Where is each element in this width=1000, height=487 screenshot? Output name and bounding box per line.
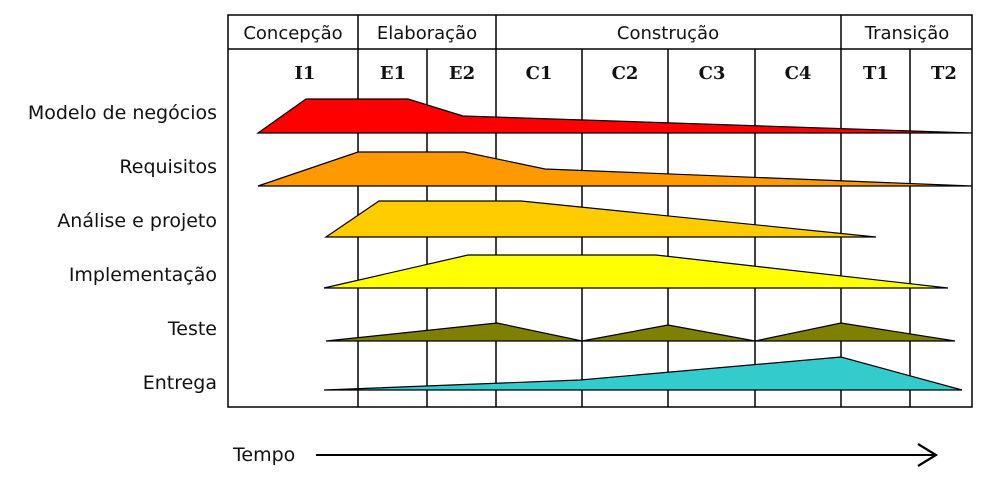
iteration-label-t2: T2 xyxy=(931,63,957,84)
phase-label-concepcao: Concepção xyxy=(243,23,342,44)
iteration-headers: I1 E1 E2 C1 C2 C3 C4 T1 T2 xyxy=(295,63,957,84)
iteration-label-e1: E1 xyxy=(380,63,406,84)
iteration-label-c1: C1 xyxy=(526,63,553,84)
effort-shape-teste xyxy=(325,322,956,342)
effort-shape-entrega xyxy=(323,356,963,391)
iteration-label-e2: E2 xyxy=(449,63,475,84)
discipline-label-implementacao: Implementação xyxy=(69,264,217,286)
effort-shape-modelo-de-negocios xyxy=(256,98,973,134)
iteration-label-c3: C3 xyxy=(699,63,726,84)
time-axis: Tempo xyxy=(232,443,939,467)
effort-shapes xyxy=(256,98,973,391)
effort-shape-implementacao xyxy=(323,254,949,289)
iteration-label-c4: C4 xyxy=(785,63,812,84)
discipline-label-analise-e-projeto: Análise e projeto xyxy=(57,210,217,232)
discipline-label-teste: Teste xyxy=(167,318,217,340)
phase-headers: Concepção Elaboração Construção Transiçã… xyxy=(243,23,949,44)
time-axis-label: Tempo xyxy=(232,444,295,466)
phase-label-transicao: Transição xyxy=(864,23,950,44)
discipline-labels: Modelo de negócios Requisitos Análise e … xyxy=(28,102,217,394)
phase-label-construcao: Construção xyxy=(617,23,719,44)
iteration-label-i1: I1 xyxy=(295,63,316,84)
discipline-label-modelo-de-negocios: Modelo de negócios xyxy=(28,102,217,124)
phase-label-elaboracao: Elaboração xyxy=(377,23,477,44)
effort-shape-analise-e-projeto xyxy=(324,200,877,238)
iteration-label-c2: C2 xyxy=(612,63,639,84)
arrow-head-icon xyxy=(917,443,939,467)
effort-shape-requisitos xyxy=(257,151,973,187)
discipline-label-entrega: Entrega xyxy=(143,372,217,394)
iteration-label-t1: T1 xyxy=(863,63,889,84)
discipline-label-requisitos: Requisitos xyxy=(119,156,217,178)
